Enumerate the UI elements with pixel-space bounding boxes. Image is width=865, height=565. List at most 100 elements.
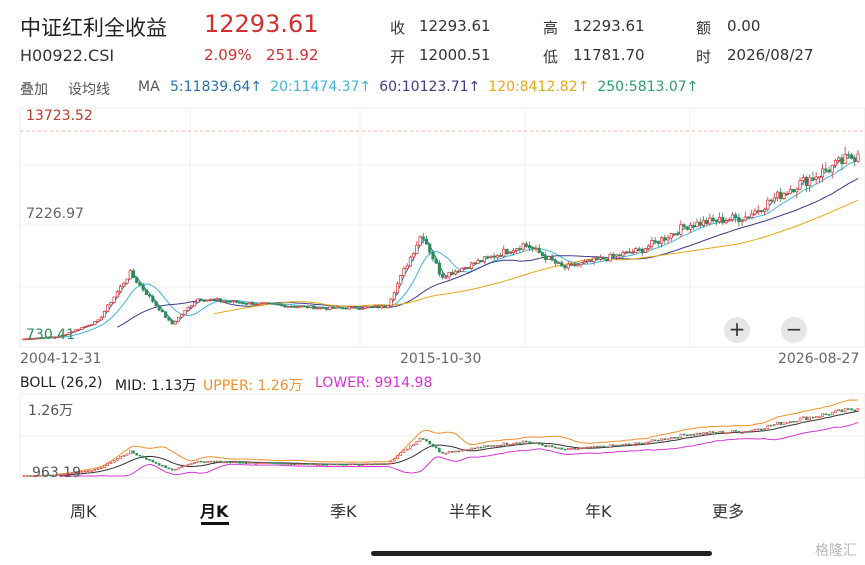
boll-candle: [537, 442, 541, 445]
candle: [795, 187, 799, 198]
boll-candle: [579, 447, 583, 450]
boll-candle: [135, 452, 139, 456]
candle: [528, 241, 532, 251]
candle: [77, 328, 81, 331]
boll-candle: [351, 463, 354, 466]
candle: [576, 262, 580, 267]
boll-candle: [586, 446, 589, 449]
ma-values: 5:11839.64↑ 20:11474.37↑ 60:10123.71↑ 120:8…: [170, 79, 706, 95]
tab-6[interactable]: 更多: [712, 502, 745, 521]
high-label: 高: [543, 19, 559, 37]
candle: [254, 303, 258, 306]
tab-5[interactable]: 年K: [585, 502, 612, 521]
candle: [90, 324, 94, 326]
boll-candle: [814, 416, 818, 419]
candle: [840, 153, 844, 171]
boll-candle: [512, 443, 515, 445]
candle: [756, 205, 760, 216]
tab-2[interactable]: 月K: [200, 502, 229, 521]
boll-candle: [570, 448, 573, 450]
candle: [51, 336, 55, 339]
candle: [589, 259, 593, 263]
boll-candle: [592, 445, 596, 448]
candle: [788, 185, 792, 195]
boll-candle: [64, 473, 68, 476]
candle: [689, 222, 693, 233]
candle: [257, 302, 261, 306]
candle: [772, 193, 776, 205]
boll-candle: [505, 442, 509, 445]
candle: [164, 310, 168, 319]
boll-candle: [116, 458, 119, 461]
boll-candle: [273, 462, 277, 465]
candle: [853, 154, 857, 167]
candle: [270, 302, 274, 306]
candle: [360, 307, 364, 310]
candle: [64, 334, 68, 336]
candle: [160, 309, 165, 313]
boll-candle: [293, 463, 296, 466]
boll-candle: [518, 442, 522, 445]
candle: [305, 305, 309, 309]
candle: [331, 305, 335, 310]
tab-3[interactable]: 季K: [330, 502, 357, 521]
candle: [328, 306, 332, 311]
candle: [196, 298, 200, 303]
boll-candle: [35, 474, 39, 477]
zoom-out-button[interactable]: −: [781, 317, 807, 343]
boll-candle: [434, 446, 438, 449]
candle: [637, 246, 641, 252]
boll-candle: [206, 461, 209, 463]
candle: [421, 233, 425, 244]
boll-candle: [132, 450, 135, 454]
boll-candle: [673, 437, 676, 439]
boll-candle: [521, 440, 525, 444]
zoom-in-button[interactable]: +: [724, 317, 750, 343]
candle: [186, 306, 190, 312]
candle: [737, 213, 741, 227]
candle: [273, 302, 277, 306]
x-label-start: 2004-12-31: [20, 351, 102, 367]
set-ma-button[interactable]: 设均线: [68, 82, 110, 98]
x-label-end: 2026-08-27: [778, 351, 860, 367]
boll-candle: [93, 468, 97, 471]
candle: [482, 256, 487, 264]
boll-candle: [589, 446, 593, 449]
candle: [486, 255, 490, 259]
kline-chart[interactable]: [0, 0, 865, 370]
candle: [669, 232, 673, 242]
candle: [627, 247, 631, 254]
boll-candle: [119, 456, 122, 459]
candle: [376, 304, 380, 309]
candle: [54, 336, 58, 339]
candle: [814, 172, 818, 185]
boll-candle: [837, 409, 840, 412]
candle: [730, 212, 734, 222]
overlay-button[interactable]: 叠加: [20, 82, 48, 98]
candle: [209, 298, 213, 302]
active-tab-underline: [201, 522, 229, 525]
boll-candle: [103, 465, 106, 468]
boll-candle: [850, 408, 853, 411]
boll-candle: [22, 475, 26, 477]
candle: [830, 164, 834, 179]
boll-chart[interactable]: [0, 390, 865, 490]
candle: [734, 212, 738, 223]
tab-4[interactable]: 半年K: [449, 502, 492, 521]
candle: [299, 305, 303, 309]
candle: [656, 240, 660, 247]
boll-candle: [157, 463, 161, 466]
boll-candle: [821, 413, 824, 417]
candle: [292, 304, 297, 308]
candle: [338, 306, 342, 309]
boll-candle: [219, 460, 222, 463]
home-indicator[interactable]: [371, 551, 712, 556]
boll-candle: [840, 409, 844, 413]
candle: [251, 300, 255, 306]
tab-1[interactable]: 周K: [70, 502, 97, 521]
candle: [746, 216, 751, 219]
boll-candle: [496, 444, 499, 447]
boll-candle: [354, 463, 357, 466]
candle: [701, 216, 705, 228]
candle: [125, 278, 129, 285]
